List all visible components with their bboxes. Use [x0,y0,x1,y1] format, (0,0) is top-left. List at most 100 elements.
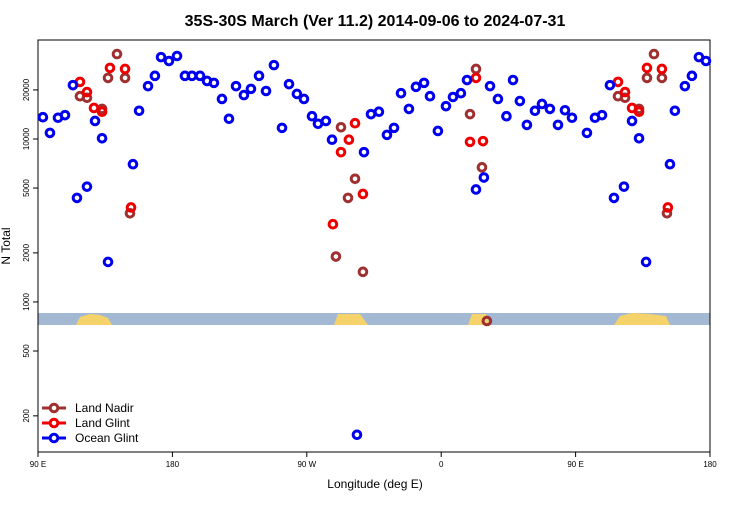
point [298,93,310,105]
point [662,202,674,213]
point [464,136,476,148]
plot-frame [37,39,711,453]
point [700,55,712,67]
point [619,92,631,104]
point [481,315,493,327]
point [216,93,228,105]
point [357,188,369,200]
point [581,127,593,139]
point [501,110,512,122]
point [455,87,467,99]
point [470,72,482,84]
point [484,80,496,92]
point [327,218,339,230]
point [669,105,681,117]
point [656,63,668,75]
point [679,80,691,92]
chart-title: 35S-30S March (Ver 11.2) 2014-09-06 to 2… [185,13,566,30]
point [596,109,608,121]
point [343,134,355,146]
y-tick-label: 500 [22,344,31,358]
point [163,55,175,67]
point [507,74,519,86]
map-strip [38,313,710,325]
point [89,115,101,127]
point [604,79,616,91]
point [149,70,161,82]
point [395,87,407,99]
point [351,429,363,441]
point [245,83,257,95]
point [125,202,137,213]
legend-label: Land Nadir [75,401,134,415]
point [133,105,145,117]
point [648,48,660,60]
point [418,77,430,89]
point [521,119,533,131]
point [104,62,116,74]
point [373,106,385,118]
point [349,117,361,129]
point [478,172,490,183]
y-tick-label: 5000 [22,179,31,197]
point [59,109,71,121]
point [96,132,108,144]
point [142,80,154,92]
point [96,106,108,118]
point [342,192,354,204]
point [477,135,489,147]
point [381,129,393,141]
point [81,92,93,104]
point [633,132,645,144]
point [432,125,444,137]
x-tick-label: 90 W [297,460,316,469]
point [464,108,476,120]
point [127,158,139,170]
point [330,251,342,262]
point [349,173,361,185]
legend-marker [48,402,60,414]
point [566,112,578,124]
point [124,207,136,219]
x-tick-label: 90 E [30,460,46,469]
point [612,76,624,88]
point [44,127,56,139]
y-tick-label: 10000 [22,127,31,150]
point [357,266,369,278]
point [388,122,400,134]
point [253,70,265,82]
point [686,70,698,82]
point [559,104,571,116]
point [37,111,49,123]
point [470,63,482,75]
point [208,77,220,89]
x-tick-label: 90 E [567,460,583,469]
legend-label: Land Glint [75,416,130,430]
point [81,86,93,98]
point [664,158,676,170]
x-tick-label: 0 [439,460,444,469]
point [155,51,167,63]
point [403,103,415,115]
point [111,48,123,60]
point [71,192,83,204]
point [186,70,198,82]
point [447,91,459,103]
point [283,78,295,90]
point [260,85,272,97]
point [320,115,332,127]
y-tick-label: 2000 [22,243,31,261]
point [268,59,280,71]
point [492,93,504,105]
point [238,89,250,101]
legend-label: Ocean Glint [75,431,139,445]
point [171,50,183,62]
point [410,81,422,93]
point [335,146,347,158]
point [358,146,370,158]
point [326,134,338,146]
point [461,74,473,86]
point [470,184,482,195]
point [641,72,653,84]
